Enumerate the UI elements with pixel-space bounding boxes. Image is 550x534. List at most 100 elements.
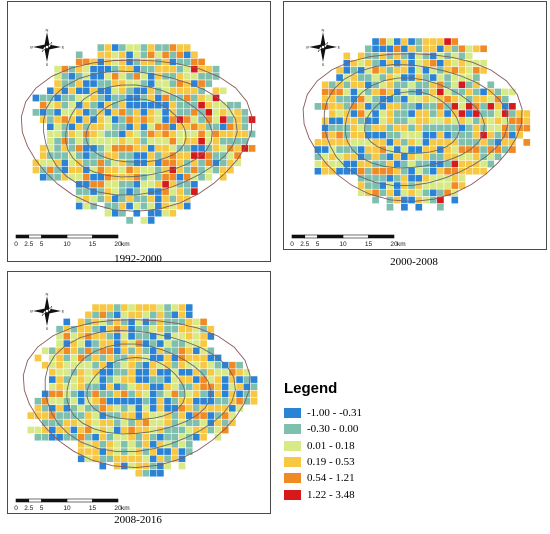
grid-cell: [34, 404, 42, 413]
grid-cell: [197, 101, 206, 110]
grid-cell: [235, 375, 244, 384]
grid-cell: [140, 122, 148, 131]
grid-cell: [125, 144, 134, 153]
grid-cell: [197, 122, 206, 131]
grid-cell: [190, 180, 199, 189]
grid-cell: [342, 145, 351, 154]
grid-cell: [386, 116, 394, 125]
grid-cell: [113, 310, 122, 319]
grid-cell: [443, 44, 452, 53]
grid-cell: [494, 145, 502, 154]
grid-cell: [233, 101, 242, 110]
svg-text:2.5: 2.5: [24, 505, 33, 512]
grid-cell: [125, 151, 134, 160]
grid-cell: [400, 124, 409, 132]
grid-cell: [414, 131, 423, 140]
grid-cell: [68, 86, 76, 95]
grid-cell: [142, 375, 150, 384]
grid-cell: [314, 160, 322, 168]
grid-cell: [183, 187, 192, 196]
grid-cell: [125, 216, 134, 225]
grid-cell: [142, 390, 150, 398]
svg-text:km: km: [121, 241, 130, 248]
grid-cell: [163, 303, 172, 312]
grid-cell: [422, 138, 430, 147]
grid-cell: [192, 390, 201, 398]
grid-cell: [156, 310, 165, 319]
grid-cell: [77, 382, 86, 391]
grid-cell: [214, 397, 222, 406]
grid-cell: [125, 130, 134, 138]
grid-cell: [429, 124, 438, 132]
grid-cell: [161, 144, 170, 153]
ring-road-line: [20, 59, 253, 212]
grid-cell: [364, 102, 373, 111]
grid-cell: [178, 361, 186, 370]
grid-cell: [508, 145, 517, 154]
grid-cell: [443, 181, 452, 190]
grid-cell: [161, 115, 170, 124]
grid-cell: [125, 50, 134, 59]
grid-cell: [98, 303, 107, 312]
grid-cell: [106, 368, 114, 377]
grid-cell: [127, 426, 136, 434]
grid-cell: [98, 339, 107, 348]
grid-cell: [414, 167, 423, 176]
grid-cell: [39, 94, 48, 102]
grid-cell: [219, 137, 228, 146]
grid-cell: [422, 44, 430, 53]
grid-cell: [170, 303, 179, 312]
grid-cell: [104, 137, 112, 146]
grid-cell: [147, 43, 156, 52]
grid-cell: [436, 44, 445, 53]
grid-cell: [233, 122, 242, 131]
grid-cell: [342, 152, 351, 161]
grid-cell: [156, 404, 165, 413]
grid-cell: [134, 368, 143, 377]
grid-cell: [450, 181, 459, 190]
grid-cell: [508, 102, 517, 111]
grid-cell: [221, 375, 230, 384]
grid-cell: [147, 216, 156, 225]
grid-cell: [314, 167, 322, 176]
svg-text:W: W: [306, 45, 309, 50]
grid-cell: [62, 368, 71, 377]
grid-cell: [140, 101, 148, 110]
grid-cell: [156, 375, 165, 384]
grid-cell: [465, 88, 474, 96]
grid-cell: [84, 346, 93, 355]
grid-cell: [199, 390, 208, 398]
legend-swatch: [284, 440, 301, 451]
grid-cell: [192, 346, 201, 355]
svg-text:S: S: [46, 62, 49, 66]
grid-cell: [149, 440, 158, 449]
grid-cell: [39, 101, 48, 110]
grid-cell: [450, 145, 459, 154]
legend-label: 1.22 - 3.48: [307, 488, 355, 501]
grid-cell: [132, 194, 141, 203]
grid-cell: [221, 411, 230, 420]
grid-cell: [111, 209, 120, 218]
grid-cell: [98, 462, 107, 470]
grid-cell: [70, 375, 78, 384]
grid-cell: [450, 160, 459, 168]
grid-cell: [55, 339, 64, 348]
grid-cell: [429, 131, 438, 140]
grid-cell: [199, 418, 208, 427]
grid-cell: [140, 50, 148, 59]
grid-cell: [190, 166, 199, 174]
grid-cell: [127, 454, 136, 463]
grid-cell: [96, 180, 105, 189]
grid-cell: [120, 433, 129, 442]
grid-cell: [149, 382, 158, 391]
grid-cell: [422, 152, 430, 161]
grid-cell: [357, 95, 366, 104]
grid-cell: [163, 382, 172, 391]
grid-cell: [472, 44, 481, 53]
grid-cell: [132, 50, 141, 59]
grid-cell: [178, 411, 186, 420]
grid-cell: [515, 116, 524, 125]
grid-cell: [501, 95, 510, 104]
grid-cell: [170, 397, 179, 406]
grid-cell: [400, 116, 409, 125]
